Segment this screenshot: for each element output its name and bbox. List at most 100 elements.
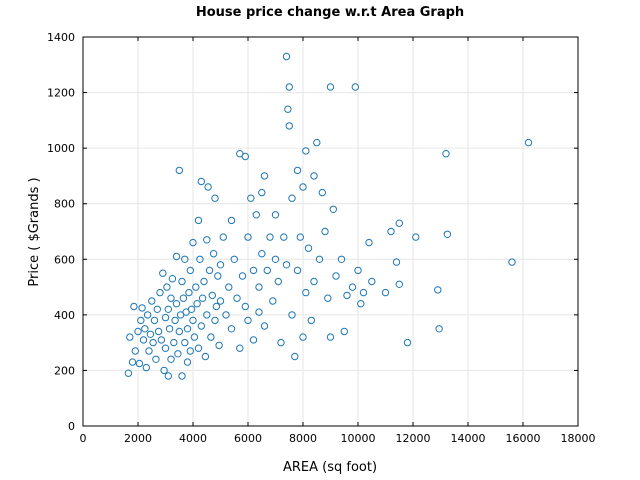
data-point: [174, 350, 182, 358]
data-point: [197, 177, 206, 186]
data-point: [337, 255, 346, 263]
data-point: [282, 261, 291, 269]
data-point: [255, 308, 263, 316]
data-point: [172, 252, 181, 261]
data-point: [168, 275, 177, 283]
data-point: [343, 291, 351, 300]
data-point: [203, 311, 211, 319]
data-point: [249, 266, 258, 275]
data-point: [137, 316, 145, 325]
x-tick-label: 14000: [451, 432, 486, 445]
data-point: [435, 325, 443, 333]
data-point: [167, 355, 175, 363]
y-tick-label: 0: [68, 420, 75, 433]
data-point: [175, 327, 184, 336]
data-point: [222, 311, 230, 319]
x-tick-label: 18000: [561, 432, 596, 445]
data-point: [368, 277, 376, 286]
y-tick-label: 400: [54, 309, 75, 322]
data-point: [146, 330, 155, 338]
data-point: [293, 266, 302, 275]
data-point: [189, 238, 197, 247]
data-point: [329, 205, 337, 214]
data-point: [190, 333, 199, 341]
data-point: [131, 347, 140, 355]
x-tick-label: 16000: [506, 432, 541, 445]
x-tick-label: 10000: [341, 432, 376, 445]
data-point: [183, 325, 192, 333]
y-axis-ticks: 0 200 400 600 800 1000 1200 1400: [47, 31, 578, 433]
data-point: [524, 138, 533, 147]
y-tick-label: 1200: [47, 87, 75, 100]
data-point: [141, 325, 149, 333]
data-point: [185, 288, 193, 297]
data-point: [293, 166, 302, 175]
data-point: [209, 250, 218, 258]
y-tick-label: 1000: [47, 142, 75, 155]
data-point: [203, 236, 211, 244]
data-point: [296, 233, 304, 241]
data-point: [285, 122, 293, 130]
data-point: [403, 338, 412, 347]
data-points: [124, 52, 533, 380]
y-axis-label: Price ( $Grands ): [27, 177, 42, 286]
data-point: [302, 288, 310, 297]
data-point: [225, 283, 233, 291]
data-point: [194, 344, 203, 352]
data-point: [148, 297, 156, 305]
data-point: [143, 311, 152, 319]
data-point: [508, 258, 516, 266]
data-point: [152, 355, 160, 363]
data-point: [302, 147, 310, 155]
data-point: [200, 277, 208, 286]
data-point: [208, 291, 217, 300]
data-point: [138, 304, 146, 312]
x-axis-label: AREA (sq foot): [283, 460, 377, 475]
data-point: [282, 52, 291, 61]
data-point: [198, 294, 207, 302]
data-point: [365, 238, 373, 247]
data-point: [181, 255, 189, 263]
data-point: [150, 316, 159, 325]
data-point: [236, 344, 244, 352]
data-point: [291, 352, 299, 361]
data-point: [187, 305, 196, 313]
data-point: [205, 266, 214, 275]
data-point: [183, 358, 192, 366]
data-point: [157, 336, 166, 344]
data-point: [126, 333, 134, 341]
data-point: [164, 372, 173, 380]
data-point: [211, 194, 219, 202]
data-point: [124, 369, 133, 377]
x-tick-label: 12000: [396, 432, 431, 445]
data-point: [304, 244, 313, 252]
data-point: [326, 333, 335, 341]
data-point: [357, 300, 365, 308]
data-point: [271, 211, 280, 219]
data-point: [178, 372, 186, 380]
y-tick-label: 600: [54, 253, 75, 266]
data-point: [179, 294, 188, 302]
grid: [82, 36, 579, 427]
data-point: [315, 255, 324, 263]
data-point: [178, 277, 186, 286]
data-point: [135, 359, 144, 368]
data-point: [412, 233, 420, 241]
data-point: [227, 216, 236, 225]
data-point: [134, 327, 142, 336]
data-point: [167, 294, 175, 302]
data-point: [149, 338, 157, 347]
data-point: [381, 288, 390, 297]
data-point: [260, 172, 269, 180]
data-point: [165, 325, 174, 333]
data-point: [434, 286, 442, 294]
data-point: [269, 297, 277, 305]
y-tick-label: 1400: [47, 31, 75, 44]
data-point: [238, 272, 247, 280]
data-point: [387, 227, 395, 236]
data-point: [164, 305, 173, 313]
data-point: [260, 322, 269, 330]
data-point: [186, 347, 195, 355]
data-point: [142, 363, 151, 372]
